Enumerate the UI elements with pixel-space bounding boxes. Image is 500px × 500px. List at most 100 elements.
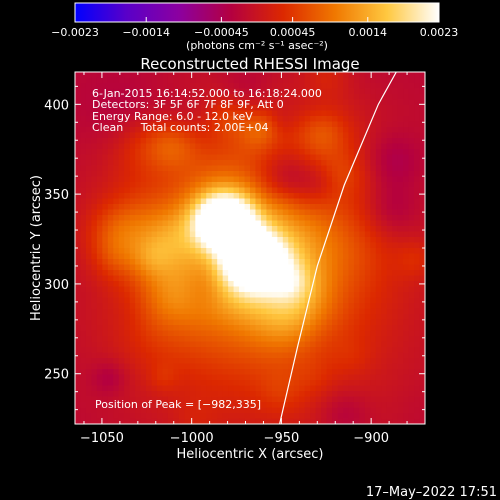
heatmap-cell: [178, 314, 185, 321]
heatmap-cell: [353, 248, 360, 255]
heatmap-cell: [195, 418, 202, 424]
heatmap-cell: [222, 237, 229, 244]
heatmap-cell: [299, 215, 306, 222]
heatmap-cell: [277, 407, 284, 414]
heatmap-cell: [403, 314, 410, 321]
heatmap-cell: [375, 72, 382, 79]
heatmap-cell: [113, 193, 120, 200]
heatmap-cell: [332, 341, 339, 348]
heatmap-cell: [299, 116, 306, 123]
heatmap-cell: [282, 336, 289, 343]
heatmap-cell: [348, 204, 355, 211]
heatmap-cell: [129, 127, 136, 134]
heatmap-cell: [135, 402, 142, 409]
heatmap-cell: [178, 77, 185, 84]
heatmap-cell: [189, 413, 196, 420]
heatmap-cell: [178, 220, 185, 227]
heatmap-cell: [239, 143, 246, 150]
heatmap-cell: [304, 138, 311, 145]
heatmap-cell: [151, 259, 158, 266]
heatmap-cell: [342, 132, 350, 139]
heatmap-cell: [408, 374, 415, 381]
heatmap-cell: [118, 198, 125, 205]
heatmap-cell: [113, 209, 120, 216]
heatmap-cell: [107, 264, 114, 271]
heatmap-cell: [419, 99, 425, 106]
heatmap-cell: [326, 204, 333, 211]
heatmap-cell: [178, 237, 185, 244]
heatmap-cell: [189, 319, 196, 326]
heatmap-cell: [315, 220, 322, 227]
heatmap-cell: [75, 88, 82, 95]
heatmap-cell: [337, 297, 344, 304]
heatmap-cell: [326, 413, 333, 420]
heatmap-cell: [321, 138, 328, 145]
heatmap-cell: [113, 275, 120, 282]
heatmap-cell: [228, 121, 235, 128]
heatmap-cell: [397, 94, 404, 101]
heatmap-cell: [277, 99, 284, 106]
heatmap-cell: [370, 77, 377, 84]
heatmap-cell: [135, 286, 142, 293]
heatmap-cell: [200, 297, 207, 304]
heatmap-cell: [408, 413, 415, 420]
heatmap-cell: [337, 303, 344, 310]
heatmap-cell: [260, 341, 268, 348]
colorbar-tick-label: −0.0023: [51, 26, 99, 39]
heatmap-cell: [370, 209, 377, 216]
heatmap-cell: [135, 121, 142, 128]
heatmap-cell: [206, 281, 213, 288]
heatmap-cell: [414, 237, 421, 244]
heatmap-cell: [96, 418, 103, 424]
heatmap-cell: [326, 88, 333, 95]
heatmap-cell: [337, 396, 344, 403]
heatmap-cell: [85, 325, 93, 332]
heatmap-cell: [332, 226, 339, 233]
heatmap-cell: [96, 319, 103, 326]
heatmap-cell: [250, 407, 257, 414]
heatmap-cell: [96, 369, 103, 376]
heatmap-cell: [348, 94, 355, 101]
heatmap-cell: [91, 215, 98, 222]
heatmap-cell: [353, 88, 360, 95]
heatmap-cell: [189, 407, 196, 414]
heatmap-cell: [91, 308, 98, 315]
heatmap-cell: [167, 319, 175, 326]
heatmap-cell: [266, 380, 273, 387]
heatmap-cell: [353, 396, 360, 403]
heatmap-cell: [397, 127, 404, 134]
heatmap-cell: [310, 369, 317, 376]
heatmap-cell: [222, 94, 229, 101]
heatmap-cell: [217, 160, 224, 167]
heatmap-cell: [250, 165, 257, 172]
heatmap-cell: [233, 352, 240, 359]
heatmap-cell: [244, 380, 251, 387]
heatmap-cell: [397, 314, 404, 321]
heatmap-cell: [211, 165, 218, 172]
heatmap-cell: [189, 237, 196, 244]
heatmap-cell: [397, 248, 404, 255]
heatmap-cell: [244, 358, 251, 365]
heatmap-cell: [299, 242, 306, 249]
heatmap-cell: [80, 303, 87, 310]
heatmap-cell: [408, 308, 415, 315]
heatmap-cell: [96, 215, 103, 222]
heatmap-cell: [80, 237, 87, 244]
heatmap-cell: [337, 330, 344, 337]
heatmap-cell: [91, 165, 98, 172]
heatmap-cell: [195, 154, 202, 161]
heatmap-cell: [173, 143, 180, 150]
heatmap-cell: [315, 248, 322, 255]
heatmap-cell: [315, 226, 322, 233]
heatmap-cell: [157, 380, 164, 387]
heatmap-cell: [332, 385, 339, 392]
heatmap-cell: [304, 110, 311, 117]
heatmap-cell: [244, 105, 251, 112]
heatmap-cell: [189, 204, 196, 211]
heatmap-cell: [146, 165, 153, 172]
heatmap-cell: [375, 127, 382, 134]
heatmap-cell: [233, 396, 240, 403]
heatmap-cell: [342, 363, 350, 370]
heatmap-cell: [75, 374, 82, 381]
